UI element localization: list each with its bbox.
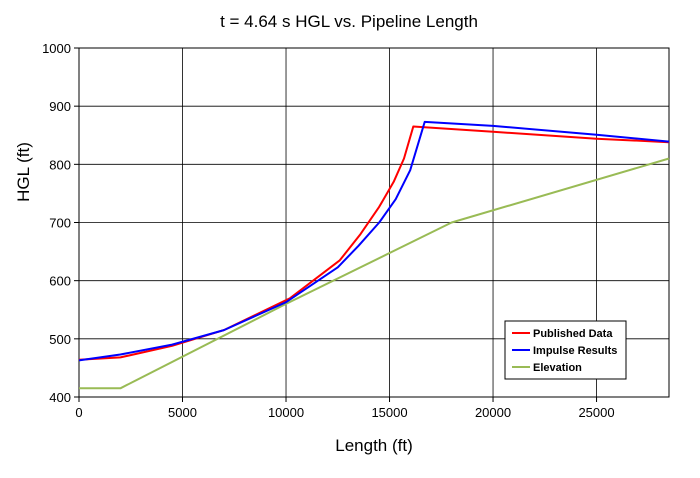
y-tick-label: 600 xyxy=(49,274,71,289)
x-tick-label: 15000 xyxy=(371,405,407,420)
y-tick-label: 500 xyxy=(49,332,71,347)
x-tick-label: 25000 xyxy=(578,405,614,420)
series-lines xyxy=(78,120,670,390)
y-axis-label: HGL (ft) xyxy=(14,142,33,202)
legend: Published Data Impulse Results Elevation xyxy=(504,320,627,380)
x-tick-label: 10000 xyxy=(268,405,304,420)
y-tick-label: 400 xyxy=(49,390,71,405)
y-tick-label: 900 xyxy=(49,99,71,114)
x-axis-label: Length (ft) xyxy=(335,436,413,455)
series-line-impulse-results xyxy=(78,120,670,362)
legend-label: Elevation xyxy=(533,362,582,374)
legend-label: Impulse Results xyxy=(533,345,617,357)
y-tick-label: 1000 xyxy=(42,41,71,56)
legend-label: Published Data xyxy=(533,328,613,340)
series-line-elevation xyxy=(79,157,670,390)
y-tick-label: 800 xyxy=(49,157,71,172)
x-tick-label: 5000 xyxy=(168,405,197,420)
chart-title: t = 4.64 s HGL vs. Pipeline Length xyxy=(220,12,478,31)
x-tick-label: 20000 xyxy=(475,405,511,420)
x-tick-label: 0 xyxy=(75,405,82,420)
plot-area xyxy=(78,47,670,398)
y-tick-label: 700 xyxy=(49,216,71,231)
